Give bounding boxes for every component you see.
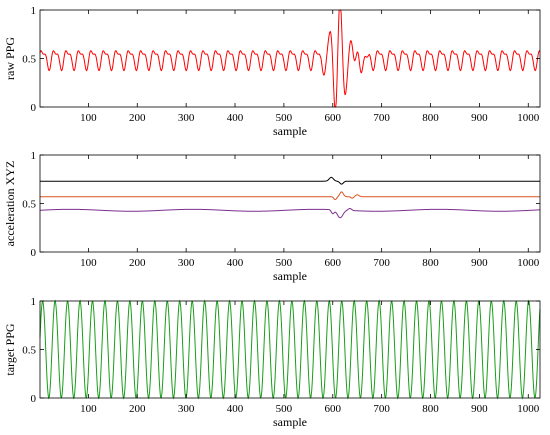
y-axis-label: raw PPG bbox=[3, 37, 17, 80]
x-tick-label: 400 bbox=[227, 112, 244, 124]
y-tick-label: 1 bbox=[31, 150, 37, 162]
x-tick-label: 1000 bbox=[517, 112, 540, 124]
x-tick-label: 300 bbox=[178, 257, 195, 269]
x-tick-label: 1000 bbox=[517, 403, 540, 415]
series-line-3 bbox=[39, 208, 541, 219]
x-tick-label: 900 bbox=[471, 112, 488, 124]
x-tick-label: 600 bbox=[325, 403, 342, 415]
y-tick-label: 0 bbox=[31, 247, 37, 259]
x-tick-label: 800 bbox=[422, 257, 439, 269]
x-tick-label: 900 bbox=[471, 403, 488, 415]
x-tick-label: 800 bbox=[422, 403, 439, 415]
x-tick-label: 700 bbox=[373, 257, 390, 269]
x-axis-label: sample bbox=[273, 415, 307, 429]
x-tick-label: 600 bbox=[325, 112, 342, 124]
y-tick-label: 1 bbox=[31, 5, 37, 17]
chart-panel-3: 100 200 300 400 500 600 700 800 900 1000 0 0.5 1 samp… bbox=[3, 296, 541, 429]
x-tick-label: 200 bbox=[129, 403, 146, 415]
x-tick-label: 600 bbox=[325, 257, 342, 269]
y-tick-label: 0 bbox=[31, 393, 37, 405]
y-tick-label: 0.5 bbox=[22, 54, 36, 66]
x-tick-label: 500 bbox=[276, 257, 293, 269]
series-line-1 bbox=[39, 299, 541, 400]
series-line-1 bbox=[40, 176, 540, 185]
x-axis-label: sample bbox=[273, 269, 307, 283]
x-tick-label: 100 bbox=[80, 403, 97, 415]
x-tick-label: 400 bbox=[227, 403, 244, 415]
x-tick-label: 100 bbox=[80, 112, 97, 124]
y-tick-label: 0 bbox=[31, 102, 37, 114]
x-tick-label: 100 bbox=[80, 257, 97, 269]
x-tick-label: 800 bbox=[422, 112, 439, 124]
x-tick-label: 700 bbox=[373, 112, 390, 124]
x-tick-label: 500 bbox=[276, 112, 293, 124]
y-axis-label: acceleration XYZ bbox=[3, 161, 17, 247]
series-line-1 bbox=[39, 9, 541, 108]
plot-area-frame bbox=[39, 154, 541, 253]
chart-panel-1: 100 200 300 400 500 600 700 800 900 1000 0 0.5 1 samp… bbox=[3, 5, 541, 138]
x-tick-label: 400 bbox=[227, 257, 244, 269]
y-tick-label: 1 bbox=[31, 296, 37, 308]
x-tick-label: 900 bbox=[471, 257, 488, 269]
plot-area-frame bbox=[39, 9, 541, 108]
x-tick-label: 200 bbox=[129, 112, 146, 124]
x-tick-label: 300 bbox=[178, 403, 195, 415]
y-tick-label: 0.5 bbox=[22, 345, 36, 357]
series-line-2 bbox=[40, 191, 540, 201]
y-tick-label: 0.5 bbox=[22, 199, 36, 211]
x-tick-label: 500 bbox=[276, 403, 293, 415]
y-axis-label: target PPG bbox=[3, 323, 17, 375]
x-axis-label: sample bbox=[273, 124, 307, 138]
x-tick-label: 1000 bbox=[517, 257, 540, 269]
chart-panel-2: 100 200 300 400 500 600 700 800 900 1000 0 0.5 1 samp… bbox=[3, 150, 541, 283]
x-tick-label: 200 bbox=[129, 257, 146, 269]
x-tick-label: 300 bbox=[178, 112, 195, 124]
x-tick-label: 700 bbox=[373, 403, 390, 415]
